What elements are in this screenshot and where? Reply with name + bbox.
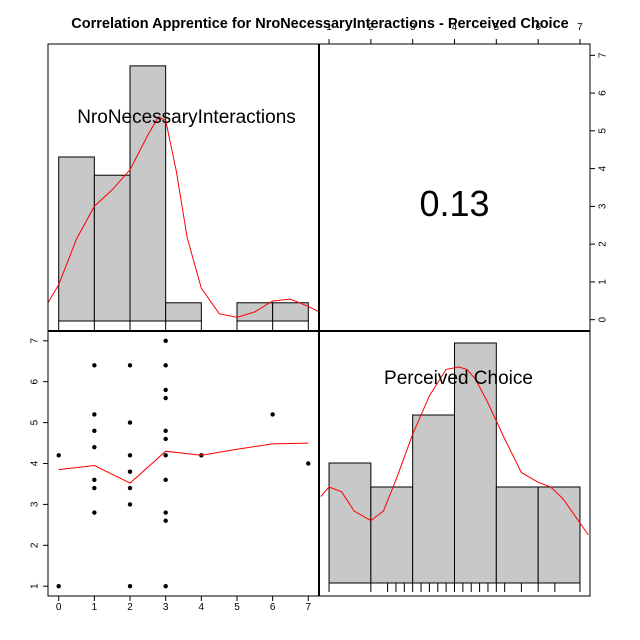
histogram-panel-nro: NroNecessaryInteractions [47, 65, 320, 330]
right-axis-tick-label: 0 [598, 316, 609, 322]
right-axis-tick-label: 5 [598, 128, 609, 134]
variable-label: NroNecessaryInteractions [77, 107, 296, 128]
histogram-bar [93, 174, 131, 322]
top-axis-tick-label: 7 [577, 22, 583, 33]
right-axis-tick-label: 6 [598, 90, 609, 96]
left-axis-tick-label: 7 [30, 338, 41, 344]
histogram-bar [129, 65, 167, 322]
scatter-point [92, 412, 97, 417]
scatter-point [163, 518, 168, 523]
left-axis-tick-label: 3 [30, 501, 41, 507]
scatter-point [163, 395, 168, 401]
scatter-point [163, 338, 168, 344]
histogram-bar [370, 486, 414, 584]
scatter-point [92, 444, 97, 450]
histogram-panel-perceived: Perceived Choice [320, 342, 589, 592]
left-axis-tick-label: 6 [30, 378, 41, 384]
scatter-point [92, 510, 97, 515]
bottom-axis-tick-label: 5 [234, 602, 240, 613]
density-curve [320, 366, 589, 536]
scatter-point [163, 436, 168, 442]
bottom-axis-tick-label: 7 [306, 602, 312, 613]
scatter-point [127, 583, 133, 589]
right-axis-tick-label: 7 [598, 52, 609, 58]
scatter-point [306, 461, 311, 466]
top-axis-tick-label: 2 [368, 22, 374, 33]
scatter-point [163, 428, 168, 433]
scatter-point [127, 485, 133, 491]
scatter-point [163, 387, 168, 393]
left-axis-tick-label: 1 [30, 583, 41, 589]
scatter-point [92, 485, 97, 491]
scatter-point [127, 363, 133, 368]
histogram-bar [537, 486, 581, 584]
top-axis-tick-label: 3 [410, 22, 416, 33]
scatter-point [127, 453, 133, 458]
top-axis-tick-label: 5 [494, 22, 500, 33]
scatter-point [163, 510, 168, 515]
bottom-axis-tick-label: 4 [199, 602, 205, 613]
scatter-point [56, 583, 61, 589]
histogram-bar [328, 462, 372, 584]
density-curve [47, 116, 320, 318]
top-axis-tick-label: 4 [452, 22, 458, 33]
scatter-point [270, 412, 275, 417]
left-axis-tick-label: 5 [30, 419, 41, 425]
correlation-value: 0.13 [419, 183, 489, 224]
correlation-panel: 0.13 1 2 3 4 5 6 7 0 1 2 3 4 5 6 7 [326, 22, 608, 322]
top-axis-tick-label: 6 [535, 22, 541, 33]
bottom-axis-tick-label: 6 [270, 602, 276, 613]
left-axis-tick-label: 2 [30, 542, 41, 548]
bottom-axis-tick-label: 1 [92, 602, 98, 613]
variable-label: Perceived Choice [384, 368, 533, 389]
scatter-point [56, 453, 61, 458]
scatter-point [92, 363, 97, 368]
histogram-bar [412, 414, 456, 584]
bottom-axis-tick-label: 2 [127, 602, 133, 613]
histogram-bar [272, 302, 309, 322]
right-axis-tick-label: 2 [598, 241, 609, 247]
scatter-point [92, 477, 97, 483]
scatter-point [127, 420, 133, 425]
chart-title: Correlation Apprentice for NroNecessaryI… [71, 16, 569, 32]
histogram-bar [495, 486, 539, 584]
scatter-point [163, 583, 168, 589]
scatter-point [163, 453, 168, 458]
right-axis-tick-label: 4 [598, 165, 609, 171]
scatter-point [163, 363, 168, 368]
scatter-panel: 0 1 2 3 4 5 6 7 1 2 3 4 5 6 7 [30, 338, 312, 613]
bottom-axis-tick-label: 3 [163, 602, 169, 613]
scatter-point [163, 477, 168, 483]
left-axis-tick-label: 4 [30, 460, 41, 466]
histogram-bar [165, 302, 202, 322]
panel-border [47, 330, 320, 597]
histogram-bar [454, 342, 497, 584]
right-axis-tick-label: 1 [598, 279, 609, 285]
bottom-axis-tick-label: 0 [56, 602, 62, 613]
top-axis-tick-label: 1 [326, 22, 332, 33]
lowess-line [58, 442, 309, 484]
right-axis-tick-label: 3 [598, 203, 609, 209]
scatter-point [127, 502, 133, 507]
scatter-point [92, 428, 97, 433]
scatter-point [127, 469, 133, 474]
